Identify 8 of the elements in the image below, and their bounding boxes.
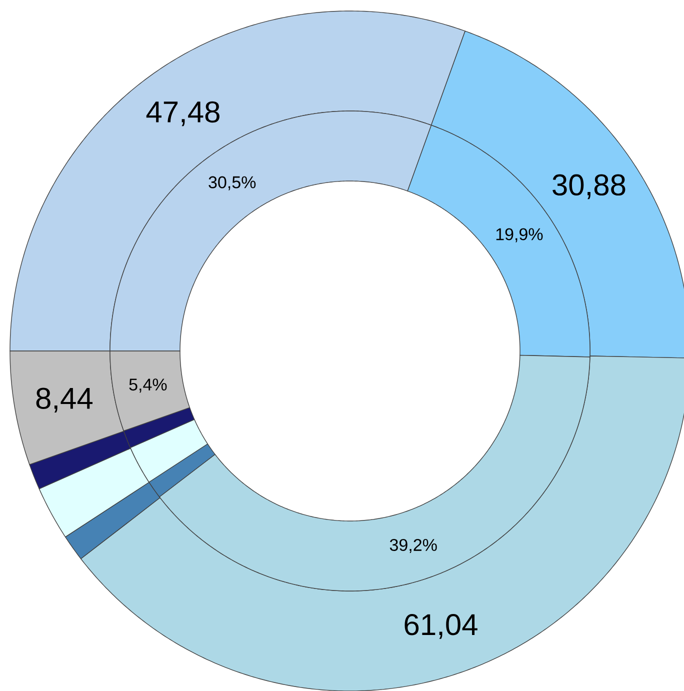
- data-label: 5,4%: [129, 378, 167, 393]
- data-label: 19,9%: [496, 228, 543, 242]
- data-label: 30,88: [552, 174, 626, 200]
- data-label: 47,48: [146, 101, 220, 126]
- data-label: 39,2%: [390, 538, 437, 553]
- data-label: 61,04: [404, 614, 478, 639]
- data-label: 8,44: [36, 388, 93, 413]
- data-label: 30,5%: [208, 176, 256, 190]
